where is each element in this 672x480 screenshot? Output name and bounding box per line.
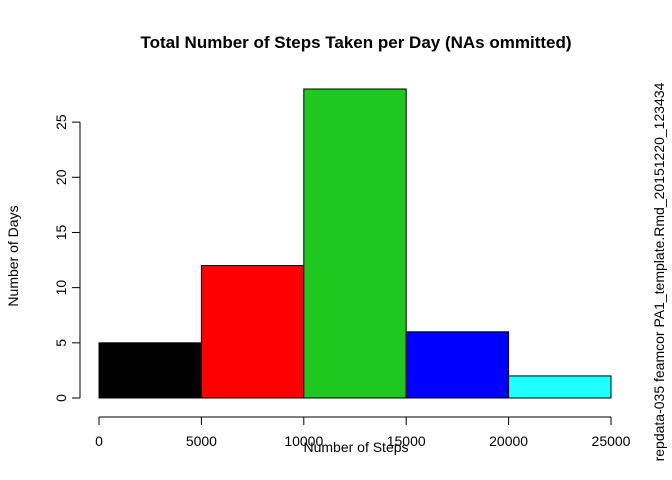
y-tick-label: 10: [53, 280, 69, 296]
x-tick-label: 0: [95, 433, 103, 449]
y-tick-label: 0: [53, 394, 69, 402]
y-tick-label: 15: [53, 224, 69, 240]
x-tick-label: 20000: [489, 433, 528, 449]
y-axis-label: Number of Days: [5, 205, 21, 306]
chart-title: Total Number of Steps Taken per Day (NAs…: [140, 33, 571, 52]
y-tick-label: 20: [53, 169, 69, 185]
histogram-bar-1: [98, 342, 202, 399]
y-tick-label: 5: [53, 339, 69, 347]
histogram-bar-3: [303, 88, 407, 399]
x-tick-label: 15000: [387, 433, 426, 449]
x-axis: 0 5000 10000 15000 20000 25000: [95, 416, 631, 449]
y-axis: 0 5 10 15 20 25: [53, 114, 81, 402]
histogram-bar-4: [405, 331, 510, 399]
x-tick-label: 25000: [592, 433, 631, 449]
histogram-bar-5: [508, 375, 612, 399]
x-tick-label: 5000: [186, 433, 217, 449]
side-note: repdata-035 feamcor PA1_template.Rmd_201…: [651, 82, 667, 461]
x-tick-label: 10000: [284, 433, 323, 449]
bars-group: [98, 88, 612, 399]
histogram-bar-2: [200, 265, 305, 399]
y-tick-label: 25: [53, 114, 69, 130]
x-axis-label: Number of Steps: [303, 439, 408, 455]
